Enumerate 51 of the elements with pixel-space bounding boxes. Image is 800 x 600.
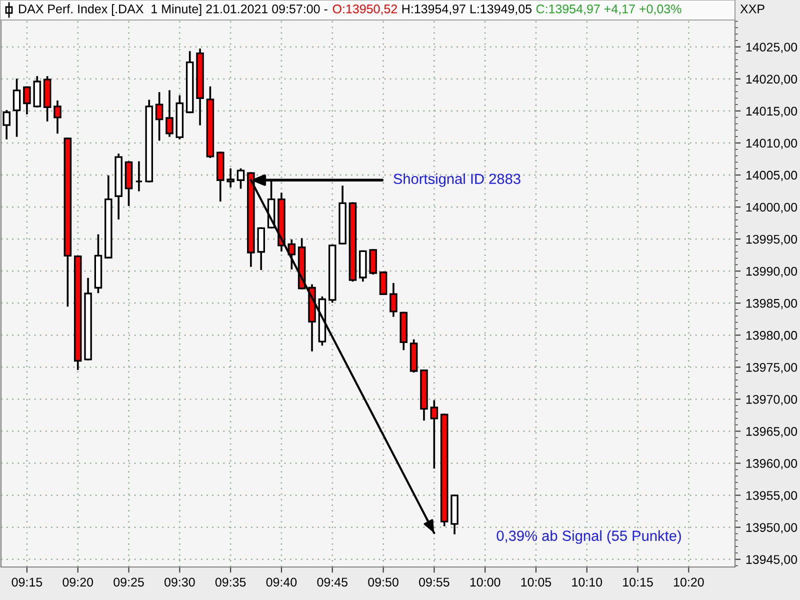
y-tick-label: 14025,00 [746, 42, 798, 54]
x-tick-label: 09:40 [266, 578, 297, 587]
x-tick-label: 10:05 [521, 578, 552, 587]
y-axis-title: XXP [740, 4, 764, 14]
candlestick [54, 100, 62, 134]
text: C:13954,97 +4,17 +0,03% [536, 4, 682, 15]
x-tick-label: 09:35 [215, 578, 246, 587]
y-tick-label: 13955,00 [746, 491, 798, 502]
x-tick-label: 10:15 [623, 578, 653, 587]
candlestick [257, 227, 265, 270]
annotation: Shortsignal ID 2883 [394, 173, 520, 187]
text: 0,39% ab Signal (55 Punkte) [496, 530, 681, 544]
y-tick-label: 14000,00 [746, 202, 798, 214]
y-tick-label: 14015,00 [746, 106, 798, 118]
y-tick-label: 13975,00 [746, 362, 798, 374]
y-tick-label: 14010,00 [746, 138, 798, 150]
y-tick-label: 13980,00 [746, 330, 798, 342]
candlestick [135, 161, 143, 192]
x-tick-label: 09:25 [114, 578, 144, 587]
x-tick-label: 10:10 [572, 578, 602, 587]
x-tick-label: 10:00 [470, 578, 500, 587]
candlestick [236, 168, 245, 189]
candlestick [23, 86, 31, 114]
candlestick [226, 168, 234, 188]
chart-title: DAX Perf. Index [.DAX 1 Minute] 21.01.2021 09:57:00 - [19, 4, 328, 16]
candlestick [379, 271, 388, 296]
candlestick [12, 78, 21, 137]
candlestick [369, 249, 377, 275]
y-tick-label: 13965,00 [746, 427, 798, 438]
y-tick-label: 13995,00 [746, 234, 798, 246]
y-tick-label: 13970,00 [746, 394, 798, 406]
candlestick [430, 400, 438, 469]
candlestick [166, 90, 174, 137]
y-tick-label: 13945,00 [746, 555, 798, 566]
x-tick-label: 09:20 [62, 578, 94, 587]
x-tick-label: 10:20 [674, 578, 704, 587]
text: H:13954,97 L:13949,05 [402, 4, 532, 15]
y-tick-label: 13950,00 [746, 523, 798, 534]
y-tick-label: 13960,00 [746, 459, 798, 470]
y-tick-label: 13990,00 [746, 266, 798, 278]
x-tick-label: 09:15 [12, 578, 42, 587]
x-tick-label: 09:55 [419, 578, 450, 587]
candlestick [155, 92, 164, 141]
x-tick-label: 09:50 [368, 578, 398, 587]
x-tick-label: 09:30 [164, 578, 195, 587]
y-tick-label: 14005,00 [746, 170, 798, 182]
y-tick-label: 13985,00 [746, 298, 798, 310]
y-tick-label: 14020,00 [746, 74, 798, 86]
x-tick-label: 09:45 [317, 578, 348, 587]
text: O:13950,52 [332, 4, 397, 15]
candlestick [390, 282, 398, 317]
